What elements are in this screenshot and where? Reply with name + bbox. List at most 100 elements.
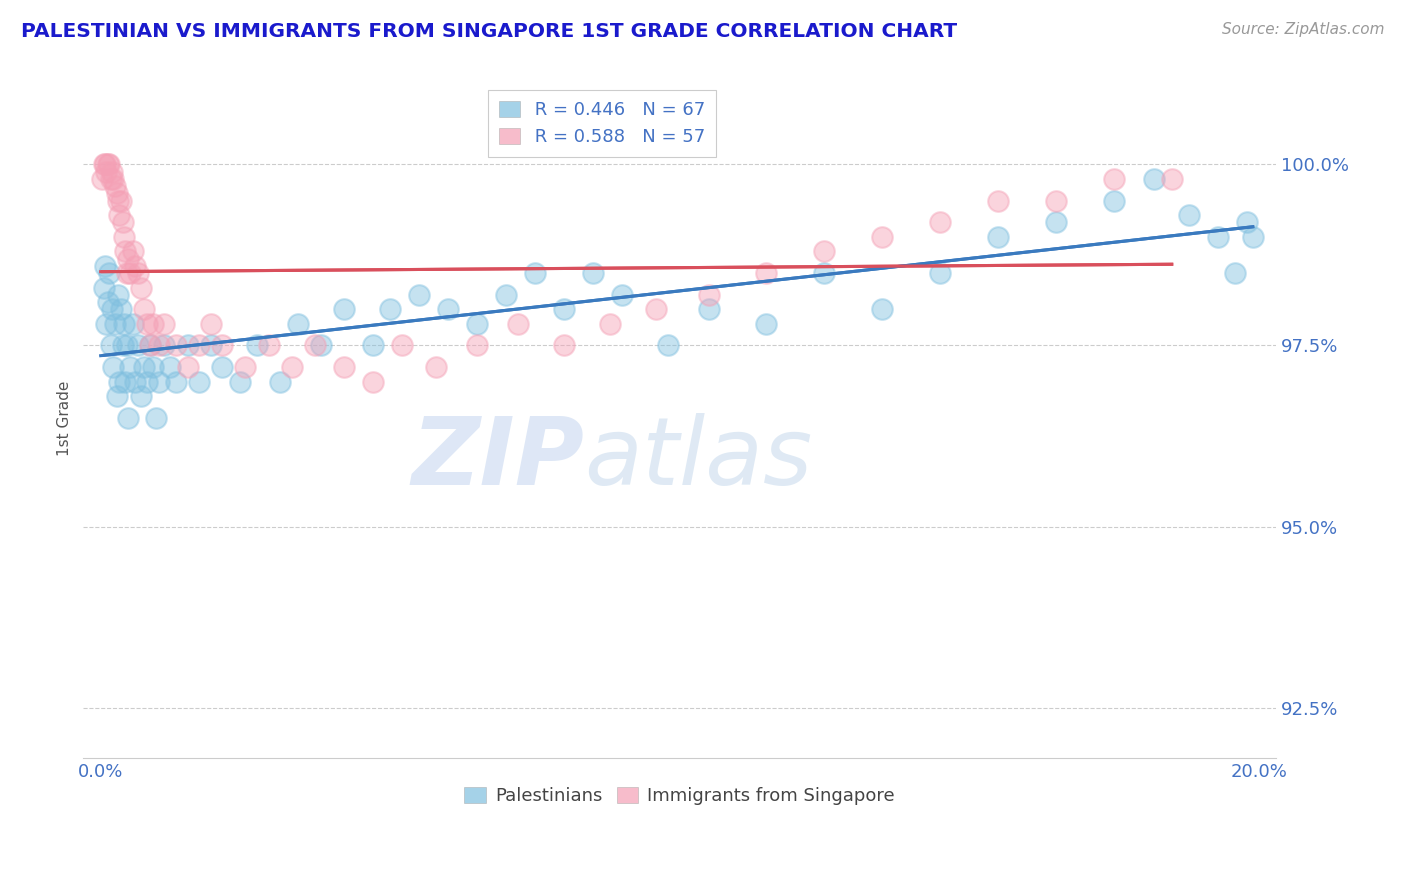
Point [176,338,198,352]
Point [153,317,176,331]
Point [115,266,138,280]
Point [165,338,187,352]
Point [142,360,165,375]
Point [114,375,136,389]
Point [118,266,141,280]
Point [129,280,152,294]
Point [91,172,114,186]
Point [118,360,141,375]
Point [165,375,187,389]
Point [124,375,146,389]
Point [93,157,115,171]
Point [987,229,1010,244]
Point [97,295,120,310]
Point [211,338,233,352]
Point [813,244,835,259]
Point [211,360,233,375]
Point [111,215,134,229]
Point [697,302,720,317]
Point [361,375,384,389]
Point [1206,229,1229,244]
Point [280,360,302,375]
Point [333,360,356,375]
Point [96,164,118,178]
Point [1236,215,1258,229]
Point [200,338,222,352]
Point [1225,266,1247,280]
Point [1178,208,1201,222]
Point [188,338,211,352]
Point [228,375,250,389]
Point [110,194,132,208]
Point [115,338,138,352]
Point [104,179,127,194]
Point [93,280,115,294]
Point [870,302,893,317]
Legend: Palestinians, Immigrants from Singapore: Palestinians, Immigrants from Singapore [456,778,904,814]
Point [176,360,198,375]
Point [645,302,668,317]
Point [94,259,117,273]
Point [269,375,291,389]
Point [129,389,152,403]
Point [139,338,162,352]
Point [657,338,679,352]
Point [148,338,170,352]
Point [96,317,118,331]
Point [98,157,121,171]
Point [235,360,257,375]
Point [287,317,309,331]
Point [465,338,488,352]
Point [1143,172,1166,186]
Point [100,338,122,352]
Text: ZIP: ZIP [412,413,585,505]
Point [108,375,131,389]
Point [610,287,633,301]
Point [361,338,384,352]
Point [132,302,155,317]
Point [553,338,575,352]
Point [495,287,517,301]
Point [104,317,127,331]
Point [105,389,128,403]
Point [257,338,280,352]
Point [117,410,139,425]
Point [100,172,122,186]
Point [112,317,135,331]
Point [132,360,155,375]
Text: atlas: atlas [585,413,813,504]
Point [1045,215,1067,229]
Point [425,360,447,375]
Point [111,338,134,352]
Point [188,375,211,389]
Point [465,317,488,331]
Point [523,266,546,280]
Point [153,338,176,352]
Point [93,157,115,171]
Point [304,338,326,352]
Point [246,338,269,352]
Point [101,164,124,178]
Text: PALESTINIAN VS IMMIGRANTS FROM SINGAPORE 1ST GRADE CORRELATION CHART: PALESTINIAN VS IMMIGRANTS FROM SINGAPORE… [21,22,957,41]
Point [97,157,120,171]
Point [391,338,413,352]
Point [333,302,356,317]
Point [101,302,124,317]
Text: Source: ZipAtlas.com: Source: ZipAtlas.com [1222,22,1385,37]
Point [1102,172,1125,186]
Point [755,266,778,280]
Point [378,302,401,317]
Point [139,338,162,352]
Point [309,338,332,352]
Point [159,360,181,375]
Point [582,266,605,280]
Point [110,302,132,317]
Point [1160,172,1182,186]
Point [987,194,1010,208]
Point [107,194,129,208]
Point [121,244,143,259]
Y-axis label: 1st Grade: 1st Grade [58,380,72,456]
Point [553,302,575,317]
Point [136,317,159,331]
Point [929,266,952,280]
